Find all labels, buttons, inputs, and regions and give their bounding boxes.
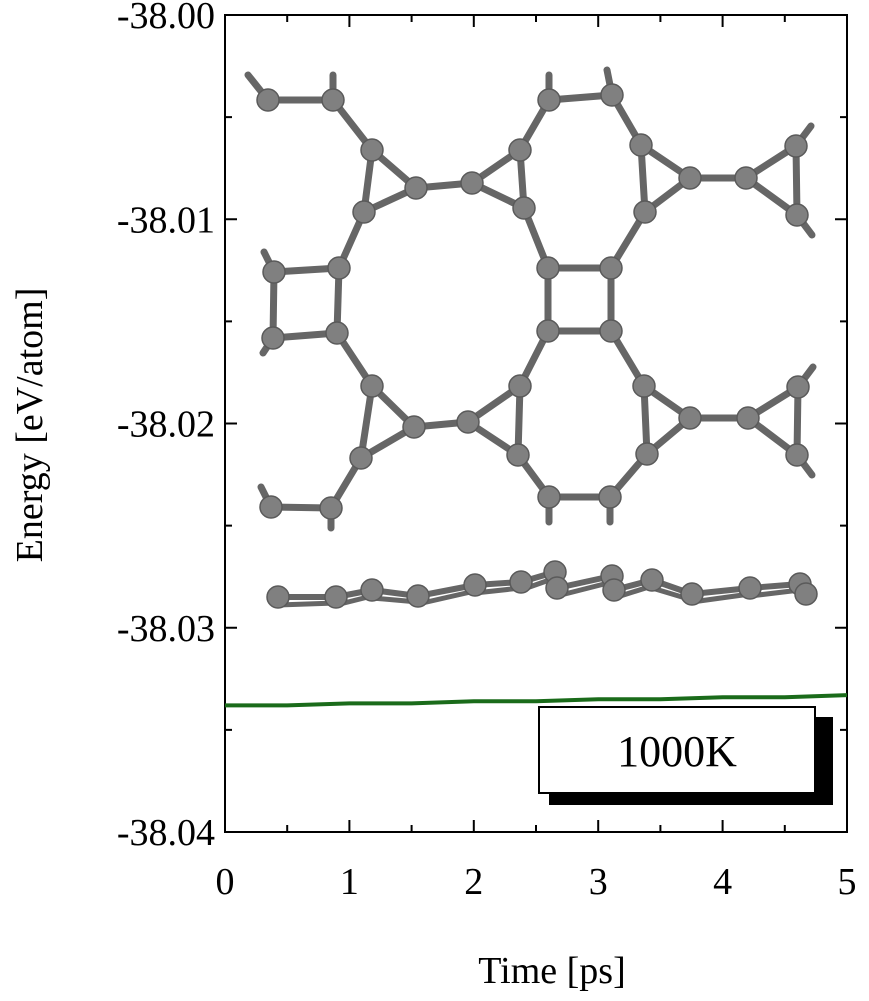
atom xyxy=(784,134,808,158)
bond xyxy=(357,382,376,462)
atom xyxy=(599,256,623,280)
y-tick-label: -38.03 xyxy=(117,608,215,650)
atom xyxy=(349,446,373,470)
side-atom xyxy=(794,582,818,606)
atom xyxy=(600,83,624,107)
atom xyxy=(508,374,532,398)
y-tick-label: -38.00 xyxy=(117,0,215,37)
atom xyxy=(402,415,426,439)
y-axis-ticks: -38.00 -38.01 -38.02 -38.03 -38.04 xyxy=(117,0,847,854)
x-axis-title: Time [ps] xyxy=(478,950,625,992)
atom xyxy=(508,138,532,162)
atom xyxy=(506,443,530,467)
x-tick-label: 2 xyxy=(464,861,483,903)
atom xyxy=(321,88,345,112)
atom xyxy=(598,485,622,509)
x-tick-label: 3 xyxy=(589,861,608,903)
side-atom xyxy=(738,576,762,600)
atom xyxy=(734,166,758,190)
atom xyxy=(678,406,702,430)
atom xyxy=(261,326,285,350)
y-tick-label: -38.02 xyxy=(117,404,215,446)
energy-series-line xyxy=(225,693,848,708)
y-axis-title: Energy [eV/atom] xyxy=(9,288,51,563)
atom xyxy=(262,260,286,284)
atom xyxy=(536,319,560,343)
y-tick-label: -38.04 xyxy=(117,812,215,854)
x-tick-label: 0 xyxy=(216,861,235,903)
atom xyxy=(327,256,351,280)
annotation-label: 1000K xyxy=(617,727,737,776)
x-tick-label: 4 xyxy=(713,861,732,903)
atom xyxy=(785,203,809,227)
atom xyxy=(325,321,349,345)
atom xyxy=(537,485,561,509)
atom xyxy=(512,196,536,220)
y-tick-label: -38.01 xyxy=(117,199,215,241)
atom xyxy=(460,171,484,195)
side-atom xyxy=(406,584,430,608)
side-atom xyxy=(266,585,290,609)
atom xyxy=(259,495,283,519)
side-atom xyxy=(640,568,664,592)
side-atom xyxy=(602,578,626,602)
side-atom xyxy=(545,576,569,600)
atom xyxy=(537,88,561,112)
annotation-box: 1000K xyxy=(538,706,833,805)
side-atom xyxy=(463,573,487,597)
x-tick-label: 5 xyxy=(838,861,857,903)
atom xyxy=(632,374,656,398)
atom xyxy=(599,319,623,343)
atom xyxy=(256,88,280,112)
atom xyxy=(360,374,384,398)
side-atom xyxy=(360,578,384,602)
side-atom xyxy=(324,585,348,609)
atom xyxy=(633,200,657,224)
atom xyxy=(404,176,428,200)
atom xyxy=(629,133,653,157)
atom xyxy=(536,256,560,280)
x-axis-ticks: 0 1 2 3 4 5 xyxy=(216,15,857,903)
atom xyxy=(785,443,809,467)
atom xyxy=(678,166,702,190)
side-atom xyxy=(509,570,533,594)
atom xyxy=(319,496,343,520)
x-tick-label: 1 xyxy=(340,861,359,903)
atom xyxy=(352,200,376,224)
atom xyxy=(360,138,384,162)
atom xyxy=(736,406,760,430)
annotation-frame xyxy=(538,706,816,794)
atom xyxy=(456,410,480,434)
series-layer xyxy=(225,693,848,708)
side-atom xyxy=(680,582,704,606)
atom xyxy=(635,442,659,466)
atom xyxy=(786,375,810,399)
atomic-structure-inset xyxy=(244,66,818,609)
